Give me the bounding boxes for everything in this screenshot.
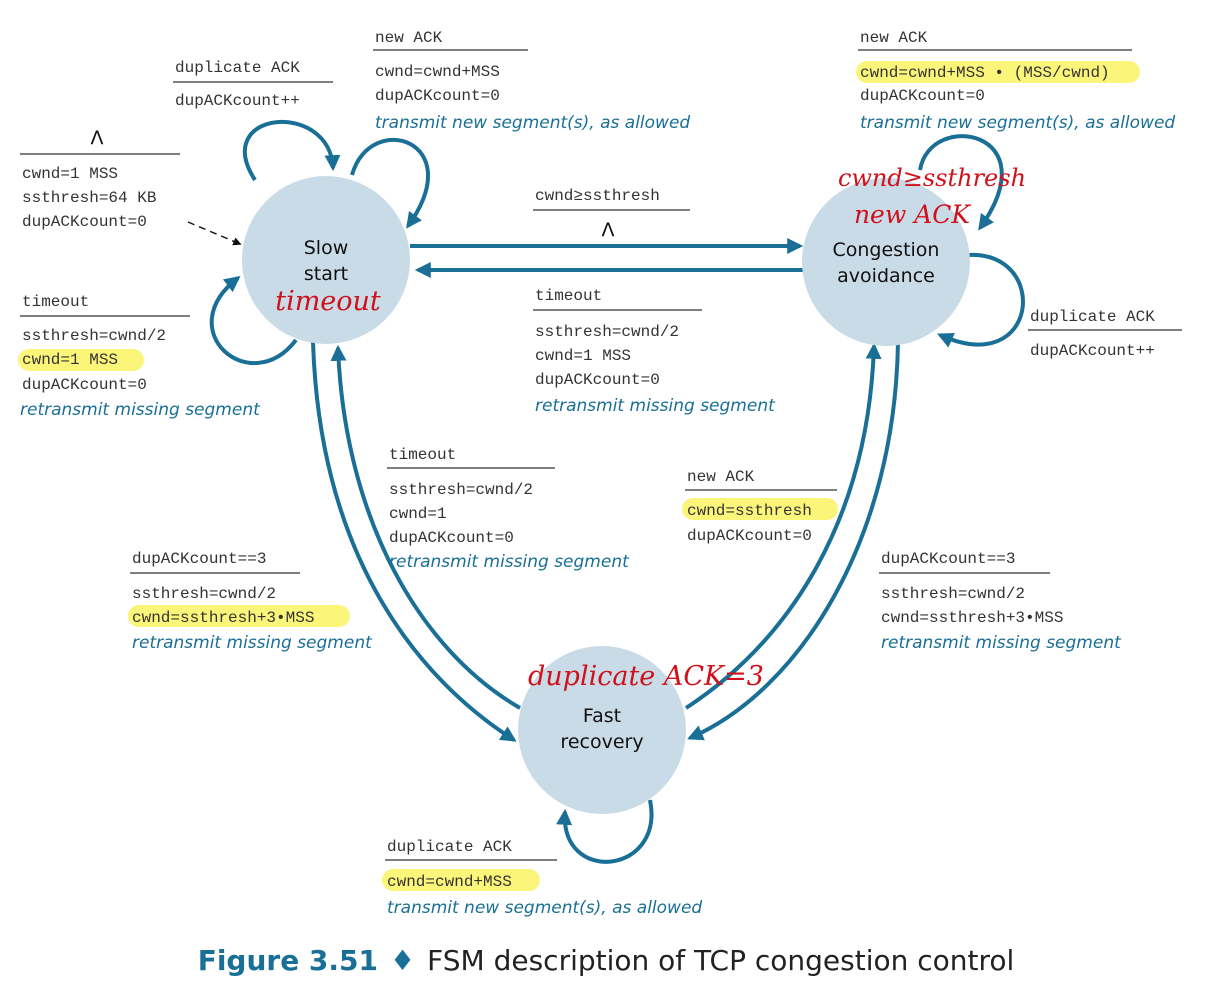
action-text: cwnd=cwnd+MSS — [375, 63, 500, 81]
event-text: duplicate ACK — [1030, 308, 1155, 326]
label-ca-dup: duplicate ACK dupACKcount++ — [1028, 308, 1182, 360]
action-text: cwnd=ssthresh — [687, 502, 812, 520]
label-ss-to-fr: dupACKcount==3 ssthresh=cwnd/2 cwnd=ssth… — [130, 550, 373, 653]
action-text: retransmit missing segment — [389, 552, 630, 572]
edges — [187, 119, 1025, 864]
label-fr-to-ca: new ACK cwnd=ssthresh dupACKcount=0 — [685, 468, 837, 545]
event-text: timeout — [22, 293, 89, 311]
action-text: cwnd=1 MSS — [535, 347, 631, 365]
event-text: new ACK — [687, 468, 755, 486]
event-text: timeout — [389, 446, 456, 464]
label-ca-new: new ACK cwnd=cwnd+MSS • (MSS/cwnd) dupAC… — [858, 29, 1175, 133]
caption-figure-number: Figure 3.51 — [198, 944, 378, 977]
action-text: dupACKcount=0 — [389, 529, 514, 547]
action-text: cwnd=1 MSS — [22, 165, 118, 183]
action-text: ssthresh=64 KB — [22, 189, 156, 207]
label-fr-to-ss: timeout ssthresh=cwnd/2 cwnd=1 dupACKcou… — [387, 446, 630, 572]
edge-ss-to-fr — [311, 341, 517, 742]
edge-ca-to-fr — [687, 341, 900, 741]
figure-caption: Figure 3.51 ♦ FSM description of TCP con… — [198, 944, 1015, 977]
state-slow-start: Slow start timeout — [242, 176, 410, 344]
action-text: ssthresh=cwnd/2 — [881, 585, 1025, 603]
action-text: cwnd=ssthresh+3•MSS — [132, 609, 314, 627]
label-fr-dup: duplicate ACK cwnd=cwnd+MSS transmit new… — [385, 838, 702, 918]
label-initial: Λ cwnd=1 MSS ssthresh=64 KB dupACKcount=… — [20, 127, 180, 231]
action-text: transmit new segment(s), as allowed — [387, 898, 702, 918]
event-text: duplicate ACK — [175, 59, 300, 77]
handwritten-note: timeout — [275, 286, 381, 317]
label-ss-new: new ACK cwnd=cwnd+MSS dupACKcount=0 tran… — [373, 29, 690, 133]
action-text: transmit new segment(s), as allowed — [375, 113, 690, 133]
state-congestion-avoidance: Congestion avoidance cwnd≥ssthresh new A… — [802, 164, 1026, 346]
state-label: Slow — [304, 237, 349, 259]
action-text: retransmit missing segment — [535, 396, 776, 416]
action-text: retransmit missing segment — [132, 633, 373, 653]
action-text: ssthresh=cwnd/2 — [22, 327, 166, 345]
action-text: retransmit missing segment — [881, 633, 1122, 653]
event-text: dupACKcount==3 — [881, 550, 1015, 568]
event-text: duplicate ACK — [387, 838, 512, 856]
loop-fr-dup — [556, 799, 654, 864]
state-label: recovery — [560, 731, 643, 753]
state-label: Fast — [583, 705, 621, 727]
edge-fr-to-ca — [684, 342, 882, 710]
label-ss-to-ca: cwnd≥ssthresh Λ — [533, 187, 690, 241]
action-text: dupACKcount++ — [175, 92, 300, 110]
state-label: start — [304, 263, 348, 285]
label-ss-dup: duplicate ACK dupACKcount++ — [173, 59, 333, 110]
event-text: cwnd≥ssthresh — [535, 187, 660, 205]
loop-ss-dup — [243, 119, 341, 182]
state-label: avoidance — [837, 265, 935, 287]
highlights — [18, 61, 1140, 891]
handwritten-note: new ACK — [854, 200, 971, 229]
action-text: cwnd=cwnd+MSS — [387, 873, 512, 891]
label-ss-timeout: timeout ssthresh=cwnd/2 cwnd=1 MSS dupAC… — [20, 293, 261, 420]
initial-arrow — [187, 221, 242, 246]
action-text: dupACKcount=0 — [375, 87, 500, 105]
label-ca-to-fr: dupACKcount==3 ssthresh=cwnd/2 cwnd=ssth… — [879, 550, 1122, 653]
caption-text: FSM description of TCP congestion contro… — [427, 944, 1014, 977]
action-text: Λ — [602, 219, 615, 241]
action-text: cwnd=cwnd+MSS • (MSS/cwnd) — [860, 64, 1110, 82]
action-text: transmit new segment(s), as allowed — [860, 113, 1175, 133]
action-text: cwnd=1 — [389, 505, 447, 523]
caption-line: Figure 3.51 ♦ FSM description of TCP con… — [198, 944, 1015, 977]
action-text: retransmit missing segment — [20, 400, 261, 420]
action-text: ssthresh=cwnd/2 — [132, 585, 276, 603]
edge-fr-to-ss — [330, 344, 522, 710]
loop-ss-new — [350, 137, 431, 229]
event-text: timeout — [535, 287, 602, 305]
handwritten-note: duplicate ACK=3 — [528, 661, 764, 692]
event-text: new ACK — [375, 29, 443, 47]
action-text: dupACKcount++ — [1030, 342, 1155, 360]
state-fast-recovery: Fast recovery duplicate ACK=3 — [518, 646, 764, 814]
action-text: cwnd=1 MSS — [22, 351, 118, 369]
loop-ca-new — [918, 134, 1004, 231]
loop-ca-dup — [937, 252, 1025, 348]
action-text: dupACKcount=0 — [22, 376, 147, 394]
action-text: dupACKcount=0 — [535, 371, 660, 389]
event-text: new ACK — [860, 29, 928, 47]
action-text: dupACKcount=0 — [860, 87, 985, 105]
caption-separator: ♦ — [390, 944, 415, 977]
handwritten-note: cwnd≥ssthresh — [838, 164, 1026, 192]
action-text: dupACKcount=0 — [687, 527, 812, 545]
label-ca-to-ss: timeout ssthresh=cwnd/2 cwnd=1 MSS dupAC… — [533, 287, 776, 416]
event-text: Λ — [91, 127, 104, 149]
action-text: ssthresh=cwnd/2 — [389, 481, 533, 499]
state-label: Congestion — [833, 239, 940, 261]
action-text: dupACKcount=0 — [22, 213, 147, 231]
action-text: cwnd=ssthresh+3•MSS — [881, 609, 1063, 627]
event-text: dupACKcount==3 — [132, 550, 266, 568]
action-text: ssthresh=cwnd/2 — [535, 323, 679, 341]
loop-ss-timeout — [209, 276, 298, 365]
